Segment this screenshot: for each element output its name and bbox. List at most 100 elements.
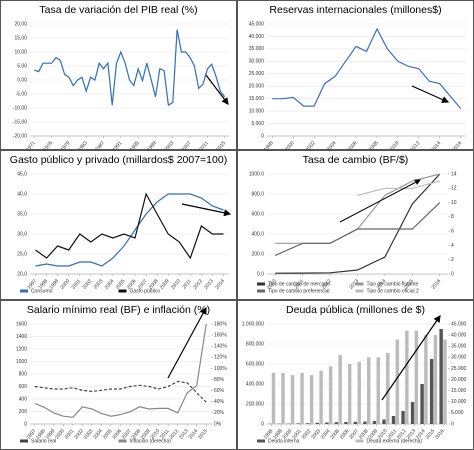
x-tick-label: 1998 (263, 140, 275, 153)
series-line (275, 173, 441, 274)
legend-label: Tipo de cambio flotante (367, 281, 419, 287)
legend-label: Deuda externa (derecha) (367, 438, 423, 444)
x-tick-label: 2000 (59, 278, 71, 291)
x-tick-label: 2004 (326, 140, 338, 153)
y-tick-label: -10,00 (13, 105, 27, 111)
y-tick-label: 35,0 (17, 211, 27, 217)
bar (319, 370, 323, 424)
y2-tick-label: 160% (214, 332, 227, 338)
x-tick-label: 2012 (396, 428, 408, 441)
x-tick-label: 2011 (181, 278, 193, 290)
x-tick-label: 2006 (347, 140, 359, 153)
x-tick-label: 2016 (434, 428, 446, 441)
y-tick-label: 0 (261, 421, 264, 427)
y-tick-label: 0,00 (17, 77, 27, 83)
x-tick-label: 1971 (25, 140, 37, 153)
bar (376, 357, 380, 424)
x-tick-label: 1997 (26, 278, 38, 291)
x-tick-label: 2012 (321, 278, 333, 291)
bar (443, 339, 447, 424)
x-tick-label: 2001 (64, 428, 76, 441)
chart-title: Tasa de cambio (BF/$) (303, 154, 409, 166)
x-tick-label: 2005 (329, 428, 341, 441)
x-tick-label: 1979 (60, 140, 72, 153)
y2-tick-label: 120% (214, 355, 227, 361)
x-tick-label: 1995 (129, 140, 141, 153)
y-tick-label: 25,0 (17, 251, 27, 257)
y-tick-label: 800.0 (251, 191, 264, 197)
y2-tick-label: 100% (214, 366, 227, 372)
bar (315, 422, 320, 424)
x-tick-label: 1999 (45, 428, 57, 441)
bar (372, 421, 377, 424)
bar (325, 422, 329, 424)
x-tick-label: 2010 (377, 428, 389, 441)
x-tick-label: 2001 (71, 278, 83, 291)
bar (334, 422, 339, 424)
x-tick-label: 2001 (291, 428, 303, 441)
legend-swatch (257, 289, 265, 293)
x-tick-label: 2000 (284, 140, 296, 153)
y2-tick-label: 140% (214, 344, 227, 350)
x-tick-label: 2014 (431, 140, 443, 153)
x-tick-label: 2004 (320, 428, 332, 441)
x-tick-label: 2010 (389, 140, 401, 153)
x-tick-label: 2015 (197, 428, 209, 441)
y-tick-label: 200.0 (251, 251, 264, 257)
x-tick-label: 2007 (348, 428, 360, 441)
legend-swatch (20, 439, 28, 443)
y2-tick-label: 5.000 (451, 410, 464, 416)
x-tick-label: 2002 (305, 140, 317, 153)
series-line (357, 180, 440, 196)
x-tick-label: 2007 (137, 278, 149, 291)
series-line (274, 202, 441, 256)
y2-tick-label: 30.000 (451, 355, 467, 361)
y2-tick-label: 14 (451, 171, 457, 177)
x-tick-label: 2013 (203, 278, 215, 291)
x-tick-label: 2015 (425, 428, 437, 441)
bar (367, 357, 371, 424)
bar (420, 384, 424, 424)
y2-tick-label: 80% (214, 377, 225, 383)
x-tick-label: 2013 (348, 278, 360, 291)
y2-tick-label: 12 (451, 186, 457, 192)
bar (338, 355, 342, 424)
x-tick-label: 2008 (148, 278, 160, 291)
bar (309, 375, 314, 424)
bar (300, 372, 304, 424)
panel (0, 150, 237, 300)
chart-title: Reservas internacionales (millones$) (269, 4, 441, 16)
panel (237, 0, 474, 150)
x-tick-label: 2011 (198, 140, 210, 152)
x-tick-label: 2004 (104, 278, 116, 291)
arrow (411, 85, 450, 103)
y-tick-label: 15,00 (14, 35, 27, 41)
bar (353, 421, 358, 424)
x-tick-label: 2000 (54, 428, 66, 441)
y2-tick-label: 60% (214, 388, 225, 394)
bar (405, 330, 409, 424)
x-tick-label: 2014 (376, 278, 388, 291)
arrow (167, 306, 207, 379)
y2-tick-label: 15.000 (451, 388, 467, 394)
y-tick-label: 0.0 (257, 271, 264, 277)
x-tick-label: 1998 (263, 428, 275, 441)
x-tick-label: 2007 (181, 140, 193, 153)
bar (386, 352, 390, 424)
x-tick-label: 2009 (140, 428, 152, 441)
y-tick-label: 0 (261, 133, 264, 139)
panel (0, 300, 237, 450)
y2-tick-label: 180% (214, 321, 227, 327)
y-tick-label: 1400 (16, 334, 27, 340)
y-tick-label: 200.000 (246, 401, 264, 407)
chart-title: Tasa de variación del PIB real (%) (39, 4, 197, 16)
y2-tick-label: 10 (451, 200, 457, 206)
arrow (339, 179, 421, 223)
x-tick-label: 2006 (339, 428, 351, 441)
y-tick-label: 600.0 (251, 211, 264, 217)
x-tick-label: 2016 (431, 278, 443, 291)
series-line (275, 173, 440, 244)
y-tick-label: 1200 (16, 346, 27, 352)
y-tick-label: -15,00 (13, 119, 27, 125)
